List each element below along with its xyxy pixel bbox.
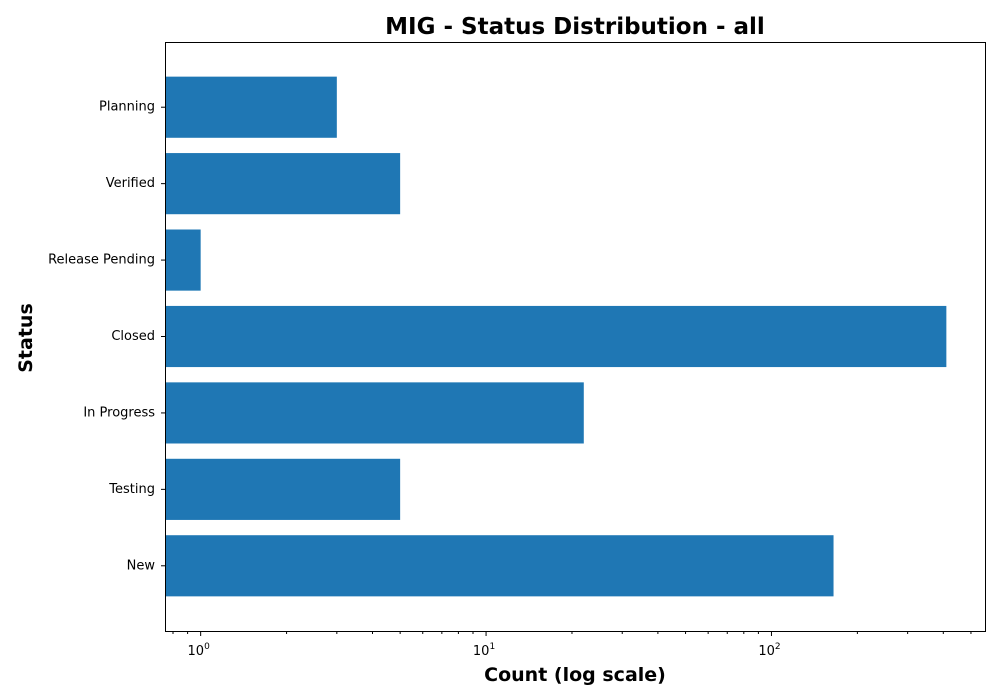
y-axis-ticks: New Testing In Progress Closed Release Pendi… (48, 100, 165, 573)
y-tick-label: Closed (111, 329, 155, 344)
bar-testing (166, 458, 401, 520)
bar-closed (166, 305, 947, 368)
y-tick-label: Planning (99, 100, 155, 115)
y-tick-label: Verified (106, 176, 155, 191)
x-axis-ticks: 100 101 102 (172, 631, 972, 659)
y-tick-label: In Progress (83, 405, 155, 420)
bar-verified (166, 153, 401, 215)
bar-planning (166, 76, 337, 138)
x-tick-label: 100 (188, 642, 211, 659)
x-tick-label: 101 (473, 642, 495, 659)
x-axis-label: Count (log scale) (484, 664, 666, 686)
bars-group (166, 76, 947, 597)
y-tick-label: Release Pending (48, 253, 155, 268)
bar-new (166, 535, 834, 597)
plot-frame (165, 42, 986, 632)
bar-release-pending (166, 229, 201, 291)
chart-title: MIG - Status Distribution - all (385, 14, 765, 40)
y-axis-label: Status (15, 303, 37, 373)
bar-in-progress (166, 382, 584, 444)
x-tick-label: 102 (758, 642, 780, 659)
y-tick-label: New (127, 558, 156, 573)
y-tick-label: Testing (108, 482, 155, 497)
